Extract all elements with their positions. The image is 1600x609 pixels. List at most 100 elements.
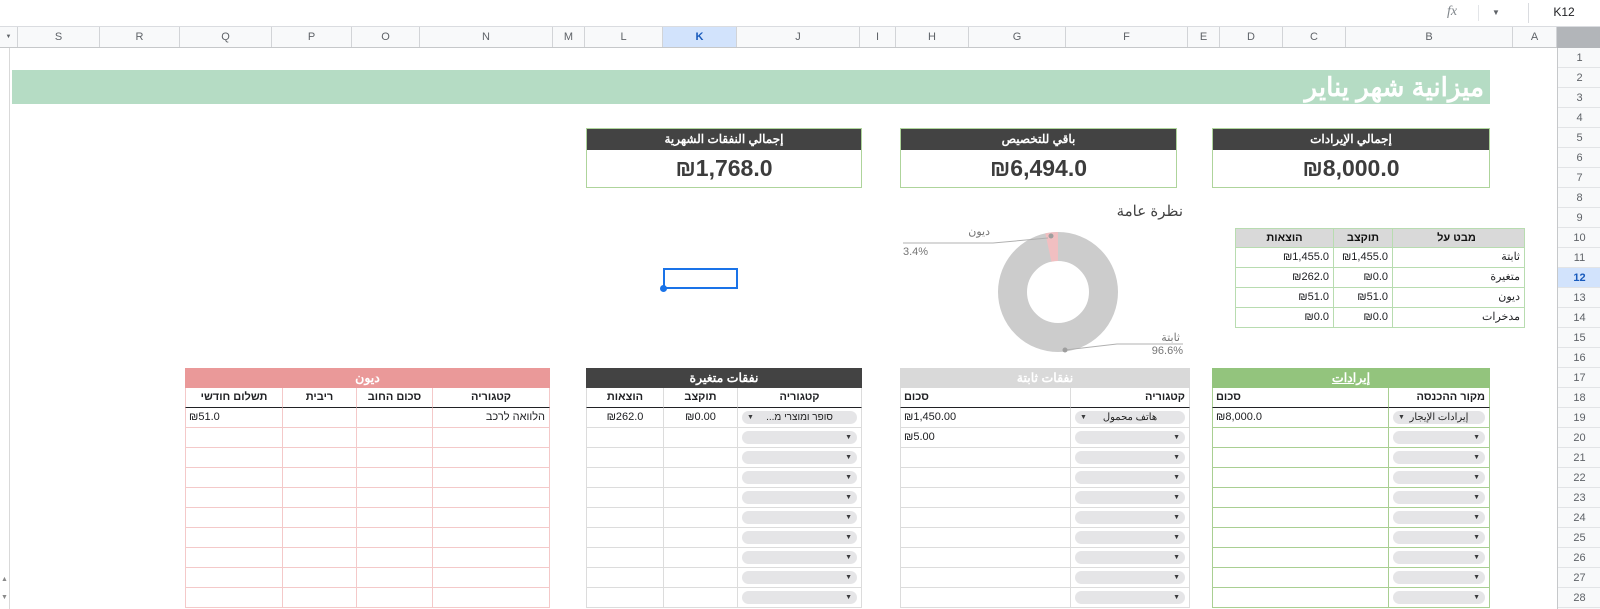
category-dropdown[interactable]: ▼ [1075,531,1185,544]
cell[interactable] [1212,528,1388,548]
cell[interactable] [586,588,663,608]
category-dropdown[interactable]: ▼ [1075,591,1185,604]
cell[interactable] [432,588,550,608]
select-all-corner[interactable] [1557,27,1600,48]
cell[interactable] [586,448,663,468]
cell[interactable] [432,548,550,568]
cell[interactable] [663,528,737,548]
cell[interactable] [356,568,432,588]
cell[interactable]: ▼ [1070,548,1190,568]
column-header-cell[interactable]: סכום [1212,388,1388,408]
category-dropdown[interactable]: ▼ [1393,571,1485,584]
cell[interactable]: ▼ [1388,568,1490,588]
cell[interactable] [282,488,356,508]
fill-handle[interactable] [660,285,667,292]
column-header-N[interactable]: N [420,27,553,47]
category-dropdown[interactable]: ▼ [1393,591,1485,604]
column-header-E[interactable]: E [1188,27,1220,47]
cell[interactable] [663,448,737,468]
row-header-22[interactable]: 22 [1558,468,1600,488]
cell[interactable] [900,528,1070,548]
category-dropdown[interactable]: ▼ [742,591,857,604]
cell[interactable] [356,448,432,468]
category-dropdown[interactable]: ▼ [1075,511,1185,524]
cell[interactable]: ديون [1392,288,1525,308]
row-header-14[interactable]: 14 [1558,308,1600,328]
chevron-down-icon[interactable]: ▼ [1492,8,1500,17]
cell[interactable] [282,448,356,468]
column-header-cell[interactable]: קטגוריה [737,388,862,408]
row-header-4[interactable]: 4 [1558,108,1600,128]
dropdown-arrow-icon[interactable]: ▼ [1173,454,1180,461]
category-dropdown[interactable]: ▼ [1075,471,1185,484]
dropdown-arrow-icon[interactable]: ▼ [845,434,852,441]
dropdown-arrow-icon[interactable]: ▼ [1173,434,1180,441]
cell[interactable] [356,588,432,608]
cell[interactable]: ▼ [737,448,862,468]
cell[interactable]: ₪5.00 [900,428,1070,448]
cell[interactable] [586,568,663,588]
dropdown-arrow-icon[interactable]: ▼ [1173,514,1180,521]
category-dropdown[interactable]: ▼ [742,531,857,544]
category-dropdown[interactable]: ▼ סופר ומוצרי מ... [742,411,857,424]
cell[interactable]: ▼ [1070,468,1190,488]
column-header-Q[interactable]: Q [180,27,272,47]
scroll-up-icon[interactable]: ▲ [1,576,8,583]
category-dropdown[interactable]: ▼ [1393,531,1485,544]
cell[interactable] [900,448,1070,468]
cell[interactable]: ▼ [737,528,862,548]
category-dropdown[interactable]: ▼ إيرادات الإيجار [1393,411,1485,424]
row-header-8[interactable]: 8 [1558,188,1600,208]
cell[interactable]: ▼ [737,488,862,508]
cell[interactable]: ▼ סופר ומוצרי מ... [737,408,862,428]
row-header-5[interactable]: 5 [1558,128,1600,148]
dropdown-arrow-icon[interactable]: ▼ [845,494,852,501]
cell[interactable] [432,488,550,508]
cell[interactable] [356,428,432,448]
cell[interactable]: ▼ [737,588,862,608]
dropdown-arrow-icon[interactable]: ▼ [1173,474,1180,481]
cell[interactable] [356,408,432,428]
cell[interactable]: ▼ [1388,428,1490,448]
category-dropdown[interactable]: ▼ [1075,431,1185,444]
cell[interactable] [432,528,550,548]
cell[interactable] [586,548,663,568]
category-dropdown[interactable]: ▼ [1393,491,1485,504]
cell[interactable] [432,448,550,468]
dropdown-arrow-icon[interactable]: ▼ [845,554,852,561]
cell[interactable]: ▼ [1070,508,1190,528]
dropdown-arrow-icon[interactable]: ▼ [1473,514,1480,521]
cell[interactable]: ▼ [1070,488,1190,508]
row-header-9[interactable]: 9 [1558,208,1600,228]
cell[interactable] [185,468,282,488]
dropdown-arrow-icon[interactable]: ▼ [1173,594,1180,601]
header-dropdown-icon[interactable]: ▼ [0,27,18,47]
row-header-16[interactable]: 16 [1558,348,1600,368]
dropdown-arrow-icon[interactable]: ▼ [1473,454,1480,461]
column-header-H[interactable]: H [896,27,969,47]
cell[interactable]: ▼ [737,428,862,448]
column-header-cell[interactable]: סכום החוב [356,388,432,408]
cell[interactable]: ₪0.0 [1333,268,1392,288]
scroll-down-icon[interactable]: ▼ [1,594,8,601]
cell[interactable] [282,548,356,568]
cell[interactable] [356,468,432,488]
cell[interactable] [356,548,432,568]
cell[interactable] [185,548,282,568]
row-header-6[interactable]: 6 [1558,148,1600,168]
cell[interactable] [1212,488,1388,508]
cell[interactable]: ▼ [737,508,862,528]
cell[interactable] [663,508,737,528]
dropdown-arrow-icon[interactable]: ▼ [1473,594,1480,601]
category-dropdown[interactable]: ▼ [742,551,857,564]
cell[interactable] [900,468,1070,488]
row-header-25[interactable]: 25 [1558,528,1600,548]
sheet-grid[interactable]: ▲ ▼ ميزانية شهر يناير إجمالي النفقات الش… [0,48,1557,609]
column-header-cell[interactable]: קטגוריה [432,388,550,408]
row-header-1[interactable]: 1 [1558,48,1600,68]
cell[interactable]: ▼ [737,568,862,588]
cell[interactable] [282,408,356,428]
cell[interactable]: ₪51.0 [1235,288,1333,308]
column-header-F[interactable]: F [1066,27,1188,47]
column-header-cell[interactable]: קטגוריה [1070,388,1190,408]
